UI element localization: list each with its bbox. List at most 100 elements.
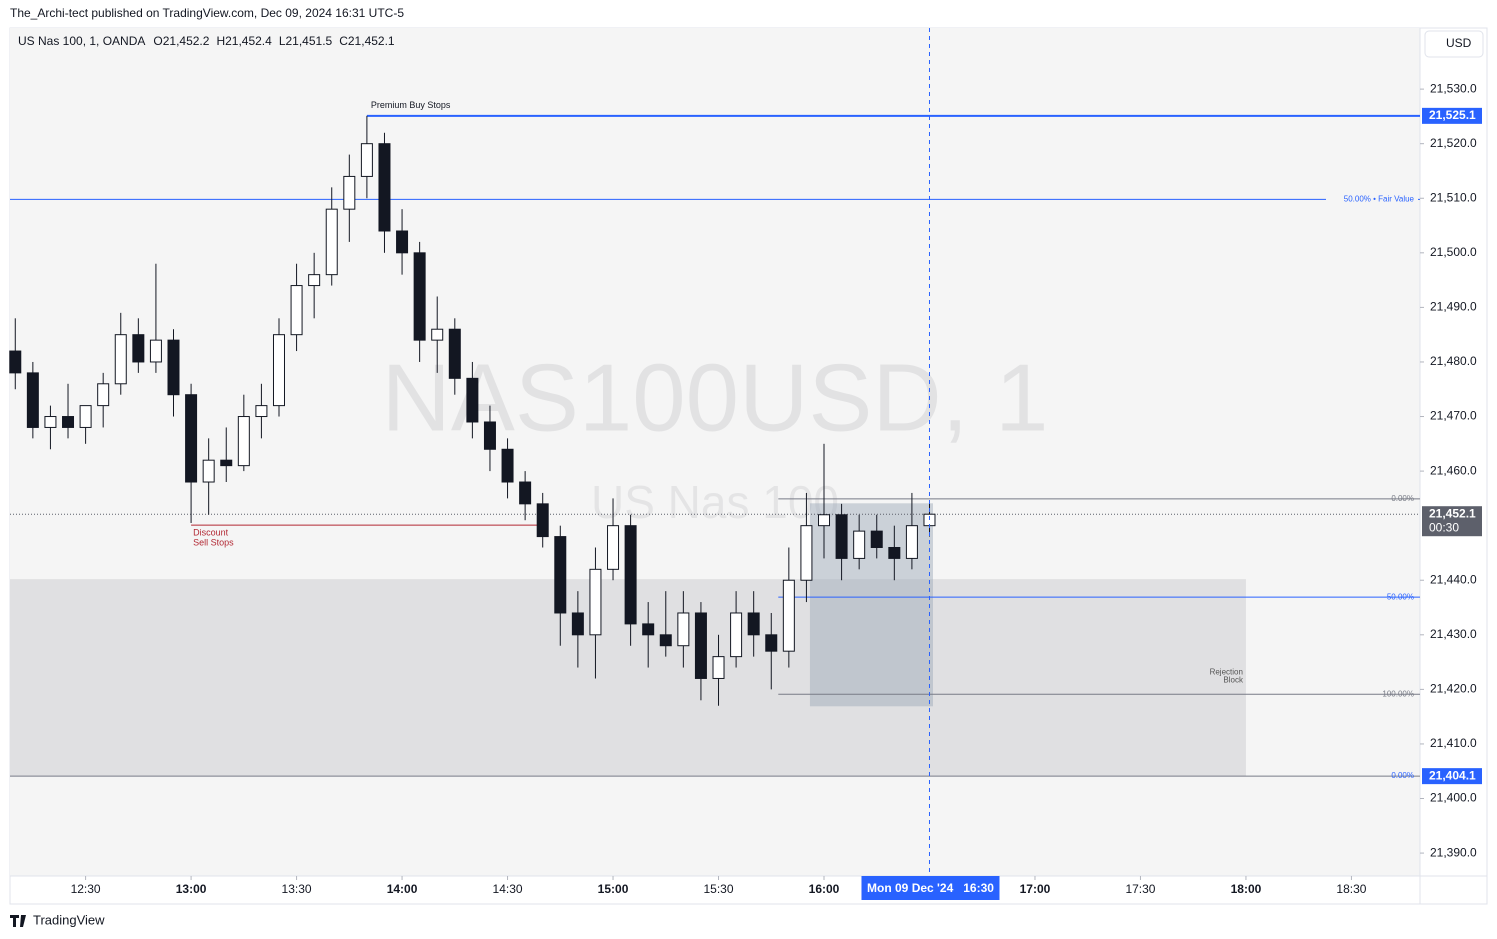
- candle-body: [712, 656, 725, 679]
- candle-body: [905, 525, 918, 559]
- x-tick-label: 12:30: [71, 882, 101, 896]
- candle-body: [9, 350, 22, 374]
- candle-body: [202, 459, 215, 483]
- rejection-label: Block: [1223, 675, 1244, 684]
- candle-body: [519, 481, 532, 505]
- candle-body: [571, 612, 584, 636]
- publisher: The_Archi-tect published on TradingView.…: [10, 6, 404, 20]
- symbol-legend: US Nas 100, 1, OANDA: [18, 34, 145, 48]
- cursor-label: Mon 09 Dec '24 16:30: [867, 881, 994, 895]
- price-badge-label: 21,525.1: [1429, 108, 1476, 122]
- label-bg: [1326, 193, 1418, 206]
- y-tick-label: 21,510.0: [1430, 190, 1477, 204]
- y-tick-label: 21,440.0: [1430, 572, 1477, 586]
- watermark: NAS100USD, 1: [382, 344, 1049, 451]
- discount-label: Discount: [193, 527, 229, 537]
- x-tick-label: 17:00: [1020, 882, 1051, 896]
- candle-body: [589, 568, 602, 636]
- ohlc-value: L21,451.5: [279, 34, 333, 48]
- candle-body: [378, 143, 391, 232]
- currency[interactable]: USD: [1446, 36, 1472, 50]
- candle-body: [360, 143, 373, 177]
- y-tick-label: 21,400.0: [1430, 791, 1477, 805]
- y-tick-label: 21,480.0: [1430, 354, 1477, 368]
- candle-body: [185, 394, 198, 483]
- candle-body: [677, 612, 690, 647]
- x-tick-label: 15:30: [704, 882, 734, 896]
- candle-body: [149, 339, 162, 363]
- y-tick-label: 21,430.0: [1430, 627, 1477, 641]
- y-tick-label: 21,520.0: [1430, 136, 1477, 150]
- y-tick-label: 21,490.0: [1430, 300, 1477, 314]
- y-tick-label: 21,420.0: [1430, 682, 1477, 696]
- fib-label: 0.00%: [1391, 494, 1414, 503]
- candle-body: [853, 530, 866, 559]
- candle-body: [308, 274, 321, 287]
- watermark-sub: US Nas 100: [591, 476, 839, 528]
- price-badge: [1422, 506, 1482, 537]
- candle-body: [554, 536, 567, 614]
- ohlc-value: H21,452.4: [216, 34, 272, 48]
- x-tick-label: 18:00: [1231, 882, 1262, 896]
- candle-body: [44, 416, 57, 428]
- candle-body: [747, 612, 760, 636]
- x-tick-label: 18:30: [1336, 882, 1366, 896]
- brand: TradingView: [33, 912, 105, 927]
- candle-body: [220, 459, 233, 467]
- candle-body: [272, 334, 285, 407]
- price-badge-label: 21,452.1: [1429, 506, 1476, 520]
- candle-body: [642, 623, 655, 636]
- candle-body: [255, 405, 268, 418]
- candle-body: [694, 612, 707, 679]
- price-badge: [1422, 107, 1482, 124]
- fib-label: 100.00%: [1382, 689, 1414, 698]
- candle-body: [26, 372, 39, 428]
- candle-body: [870, 530, 883, 548]
- price-badge: [1422, 768, 1482, 785]
- ohlc-value: C21,452.1: [339, 34, 395, 48]
- discount-label: Sell Stops: [193, 537, 234, 547]
- cursor-badge: [861, 876, 1000, 900]
- candle-body: [97, 383, 110, 407]
- rejection-label: Rejection: [1210, 667, 1243, 676]
- y-tick-label: 21,460.0: [1430, 463, 1477, 477]
- candle-body: [167, 339, 180, 396]
- candle-body: [132, 334, 145, 363]
- y-tick-label: 21,390.0: [1430, 845, 1477, 859]
- candle-body: [325, 208, 338, 276]
- price-badge-countdown: 00:30: [1429, 520, 1459, 534]
- y-tick-label: 21,410.0: [1430, 736, 1477, 750]
- candle-body: [800, 525, 813, 581]
- candle-body: [888, 546, 901, 559]
- candle-body: [483, 421, 496, 450]
- candle-body: [536, 503, 549, 538]
- candle-body: [818, 514, 831, 527]
- x-tick-label: 13:00: [176, 882, 207, 896]
- candle-body: [624, 525, 637, 625]
- x-tick-label: 14:00: [387, 882, 418, 896]
- candle-body: [114, 334, 127, 385]
- candle-body: [730, 612, 743, 658]
- candle-body: [659, 634, 672, 647]
- fib-label: 50.00%: [1387, 592, 1414, 601]
- candle-body: [501, 448, 514, 483]
- candle-body: [343, 175, 356, 210]
- candle-body: [835, 514, 848, 559]
- candle-body: [290, 285, 303, 336]
- candle-body: [62, 416, 75, 428]
- ohlc-value: O21,452.2: [153, 34, 209, 48]
- candle-body: [413, 252, 426, 341]
- y-tick-label: 21,530.0: [1430, 81, 1477, 95]
- fair-value-label: 50.00% • Fair Value: [1344, 194, 1415, 203]
- x-tick-label: 13:30: [282, 882, 312, 896]
- candle-body: [782, 579, 795, 652]
- premium-label: Premium Buy Stops: [371, 100, 451, 110]
- candle-body: [79, 405, 92, 428]
- price-badge-label: 21,404.1: [1429, 768, 1476, 782]
- y-tick-label: 21,500.0: [1430, 245, 1477, 259]
- currency-button[interactable]: [1424, 30, 1484, 58]
- candle-body: [607, 525, 620, 570]
- x-tick-label: 14:30: [493, 882, 523, 896]
